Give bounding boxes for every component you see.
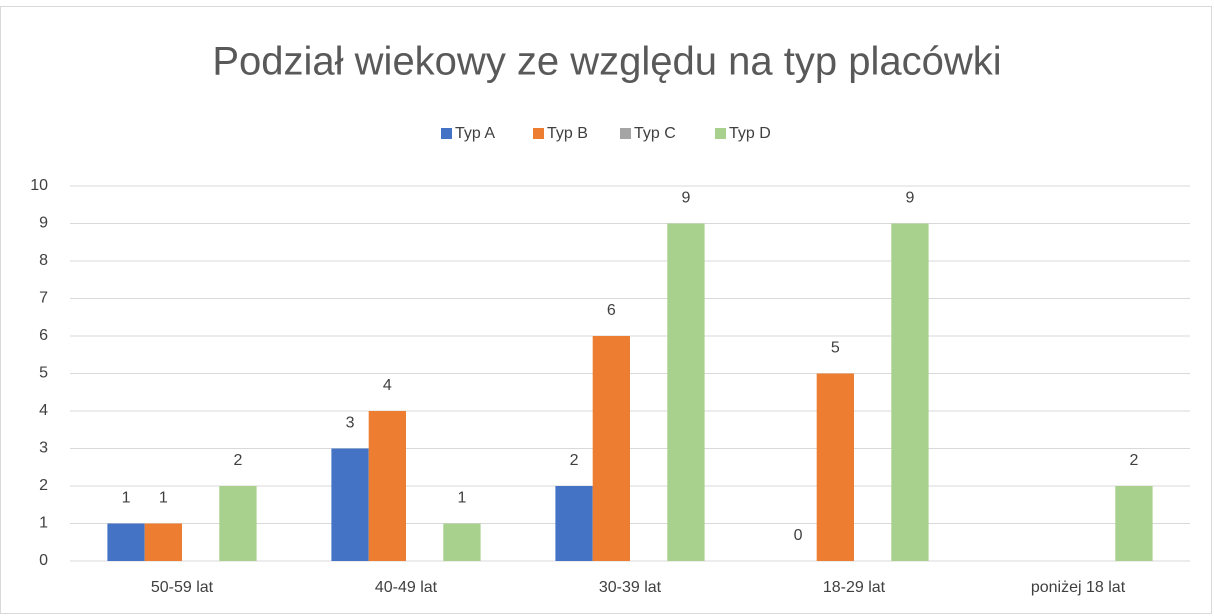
legend-swatch: [715, 128, 726, 139]
bar: [816, 373, 854, 561]
y-tick-label: 2: [39, 477, 48, 494]
y-tick-label: 7: [39, 290, 48, 307]
x-tick-label: 40-49 lat: [375, 579, 438, 596]
data-label: 4: [383, 377, 392, 394]
bar: [592, 336, 630, 561]
bar: [891, 223, 929, 561]
y-tick-label: 9: [39, 215, 48, 232]
y-tick-label: 6: [39, 327, 48, 344]
chart-title: Podział wiekowy ze względu na typ placów…: [212, 40, 1001, 84]
data-label: 1: [122, 490, 131, 507]
x-tick-label: 18-29 lat: [823, 579, 886, 596]
data-label: 9: [681, 190, 690, 207]
bar: [331, 448, 369, 561]
y-tick-label: 0: [39, 552, 48, 569]
y-tick-label: 8: [39, 252, 48, 269]
x-tick-label: 30-39 lat: [599, 579, 662, 596]
bar: [219, 486, 257, 561]
data-label: 5: [831, 340, 840, 357]
y-tick-label: 5: [39, 365, 48, 382]
legend-swatch: [441, 128, 452, 139]
data-label: 6: [607, 302, 616, 319]
y-tick-label: 10: [30, 177, 48, 194]
y-tick-label: 3: [39, 440, 48, 457]
x-tick-label: poniżej 18 lat: [1031, 579, 1126, 596]
bar: [368, 411, 406, 561]
data-label: 2: [570, 452, 579, 469]
bar: [443, 523, 481, 561]
legend-label: Typ B: [547, 125, 588, 142]
legend-swatch: [533, 128, 544, 139]
legend-label: Typ A: [455, 125, 495, 142]
bar: [144, 523, 182, 561]
legend-label: Typ C: [634, 125, 676, 142]
x-tick-label: 50-59 lat: [151, 579, 214, 596]
data-label: 0: [794, 527, 803, 544]
legend-swatch: [620, 128, 631, 139]
y-tick-label: 1: [39, 515, 48, 532]
bar: [555, 486, 593, 561]
data-label: 2: [1129, 452, 1138, 469]
data-label: 9: [905, 190, 914, 207]
bar: [1115, 486, 1153, 561]
bar: [107, 523, 145, 561]
legend-label: Typ D: [729, 125, 771, 142]
y-tick-label: 4: [39, 402, 48, 419]
data-label: 1: [159, 490, 168, 507]
data-label: 3: [346, 415, 355, 432]
data-label: 2: [233, 452, 242, 469]
bar: [667, 223, 705, 561]
data-label: 1: [457, 490, 466, 507]
